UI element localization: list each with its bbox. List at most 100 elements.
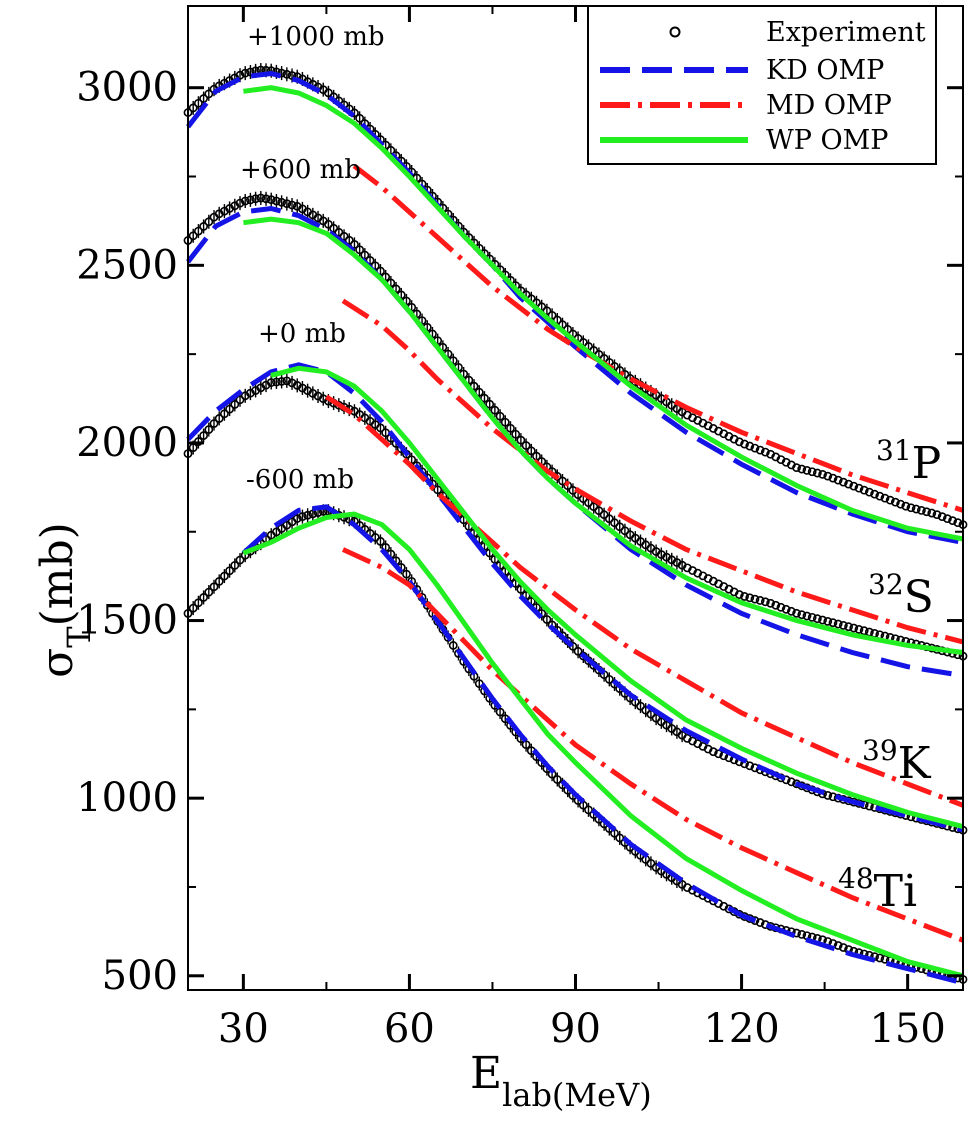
experiment-point bbox=[859, 626, 869, 636]
experiment-point bbox=[844, 479, 853, 489]
experiment-point bbox=[240, 196, 250, 206]
experiment-point bbox=[500, 417, 510, 427]
x-axis-title-sub: lab(MeV) bbox=[502, 1076, 652, 1114]
experiment-point bbox=[266, 195, 276, 205]
experiment-point bbox=[521, 441, 531, 450]
experiment-point bbox=[298, 512, 307, 521]
experiment-point bbox=[604, 674, 614, 684]
experiment-point bbox=[558, 476, 567, 486]
experiment-point bbox=[792, 463, 801, 473]
experiment-point bbox=[849, 623, 859, 633]
experiment-point bbox=[194, 98, 203, 108]
experiment-point bbox=[833, 475, 843, 485]
experiment-point bbox=[204, 217, 214, 227]
experiment-point bbox=[225, 404, 235, 414]
experiment-point bbox=[823, 791, 833, 800]
experiment-point bbox=[942, 514, 952, 524]
legend-label-kd: KD OMP bbox=[766, 55, 884, 86]
y-axis-title-unit: (mb) bbox=[32, 522, 83, 626]
experiment-point bbox=[251, 194, 261, 204]
experiment-point bbox=[240, 68, 250, 78]
experiment-point bbox=[506, 423, 515, 433]
experiment-point bbox=[220, 409, 229, 419]
experiment-point bbox=[755, 445, 765, 455]
experiment-point bbox=[937, 512, 947, 522]
wp-curve-ti48 bbox=[242, 511, 964, 979]
experiment-point bbox=[235, 70, 245, 80]
experiment-point bbox=[448, 641, 458, 650]
experiment-point bbox=[844, 622, 853, 632]
experiment-point bbox=[209, 582, 219, 592]
experiment-point bbox=[199, 593, 209, 602]
x-axis-title-main: E bbox=[470, 1048, 502, 1099]
experiment-point bbox=[511, 429, 521, 439]
series-layer bbox=[183, 62, 968, 986]
experiment-point bbox=[833, 619, 843, 629]
experiment-point bbox=[734, 437, 744, 447]
experiment-point bbox=[303, 510, 313, 520]
experiment-point bbox=[485, 399, 495, 409]
experiment-point bbox=[246, 195, 255, 205]
experiment-point bbox=[199, 222, 209, 231]
experiment-point bbox=[204, 425, 214, 434]
experiment-point bbox=[214, 414, 224, 423]
experiment-point bbox=[402, 569, 411, 579]
y-axis-title: σT(mb) bbox=[32, 522, 98, 678]
kd-curve-k39 bbox=[186, 362, 964, 833]
experiment-point bbox=[615, 833, 625, 843]
offset-label-s32: +600 mb bbox=[240, 155, 361, 185]
experiment-point bbox=[225, 566, 235, 576]
wp-curve-p31 bbox=[243, 85, 964, 542]
experiment-point bbox=[740, 439, 749, 449]
experiment-point bbox=[204, 587, 214, 597]
experiment-point bbox=[230, 560, 240, 570]
experiment-point bbox=[927, 508, 937, 518]
y-tick-label: 1500 bbox=[76, 598, 178, 644]
experiment-point bbox=[376, 537, 385, 546]
experiment-point bbox=[277, 377, 287, 386]
wp-curve-k39 bbox=[270, 365, 964, 830]
legend-swatch-experiment bbox=[669, 26, 681, 38]
experiment-point bbox=[282, 376, 292, 386]
experiment-point bbox=[188, 603, 198, 613]
experiment-point bbox=[287, 200, 297, 210]
experiment-point bbox=[916, 506, 926, 515]
experiment-point bbox=[922, 507, 931, 517]
nucleus-label-p31: 31P bbox=[876, 434, 941, 489]
experiment-point bbox=[199, 431, 209, 440]
experiment-point bbox=[344, 235, 354, 245]
experiment-point bbox=[802, 465, 812, 475]
experiment-point bbox=[807, 467, 817, 477]
experiment-point bbox=[807, 612, 817, 622]
experiment-point bbox=[880, 954, 890, 964]
experiment-point bbox=[714, 749, 723, 759]
y-tick-label: 500 bbox=[102, 953, 178, 999]
experiment-point bbox=[906, 503, 916, 513]
experiment-point bbox=[880, 493, 890, 503]
legend-label-experiment: Experiment bbox=[766, 17, 926, 48]
x-tick-label: 30 bbox=[218, 1006, 269, 1052]
experiment-point bbox=[272, 196, 281, 206]
experiment-point bbox=[771, 600, 781, 610]
experiment-point bbox=[272, 377, 281, 387]
x-tick-label: 150 bbox=[869, 1006, 945, 1052]
experiment-point bbox=[864, 487, 874, 497]
experiment-point bbox=[750, 443, 760, 453]
experiment-point bbox=[818, 469, 827, 479]
experiment-point bbox=[261, 194, 271, 204]
experiment-point bbox=[287, 71, 297, 80]
experiment-point bbox=[355, 113, 365, 123]
experiment-point bbox=[745, 593, 755, 603]
experiment-point bbox=[760, 447, 770, 457]
experiment-point bbox=[495, 411, 505, 421]
experiment-point bbox=[734, 590, 744, 599]
y-tick-label: 2500 bbox=[76, 242, 178, 288]
experiment-point bbox=[542, 615, 552, 624]
experiment-point bbox=[766, 598, 775, 608]
experiment-point bbox=[745, 761, 755, 771]
experiment-point bbox=[838, 477, 848, 487]
experiment-point bbox=[823, 616, 833, 626]
experiment-point bbox=[209, 419, 219, 428]
experiment-point bbox=[760, 597, 770, 607]
